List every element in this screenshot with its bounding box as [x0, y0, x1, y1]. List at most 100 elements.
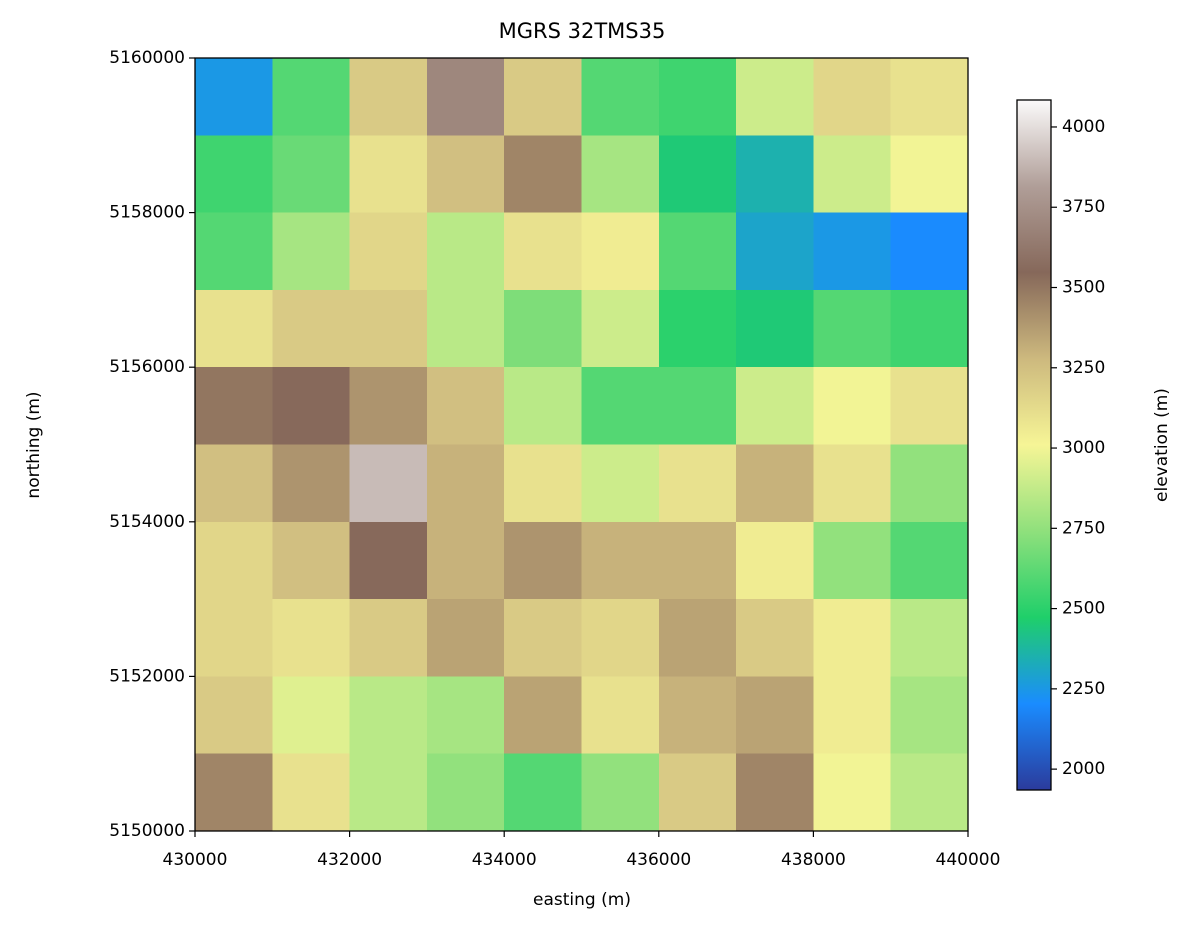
raster-cell — [813, 753, 892, 832]
raster-cell — [195, 135, 273, 214]
raster-cell — [813, 212, 892, 291]
y-axis-label: northing (m) — [24, 391, 44, 498]
colorbar-tick-label: 3750 — [1062, 197, 1105, 217]
colorbar-tick-label: 2750 — [1062, 518, 1105, 538]
x-tick-label: 432000 — [317, 850, 382, 870]
colorbar — [1016, 99, 1052, 791]
raster-cell — [195, 521, 273, 600]
raster-cell — [426, 367, 505, 446]
raster-cell — [736, 289, 814, 368]
raster-cell — [195, 289, 273, 368]
colorbar-tick-label: 3250 — [1062, 358, 1105, 378]
raster-cell — [272, 367, 351, 446]
raster-cell — [426, 289, 505, 368]
raster-cell — [426, 212, 505, 291]
raster-cell — [658, 367, 737, 446]
chart-title: MGRS 32TMS35 — [499, 19, 666, 43]
raster-cell — [426, 676, 505, 755]
raster-cell — [581, 289, 660, 368]
raster-cell — [581, 135, 660, 214]
raster-cell — [658, 521, 737, 600]
raster-cell — [736, 753, 814, 832]
raster-cell — [426, 599, 505, 677]
raster-cell — [195, 212, 273, 291]
colorbar-label: elevation (m) — [1152, 388, 1172, 502]
colorbar-tick-label: 2250 — [1062, 679, 1105, 699]
raster-cell — [349, 367, 428, 446]
y-tick-label: 5160000 — [109, 48, 185, 68]
x-tick-label: 434000 — [472, 850, 537, 870]
colorbar-tick-label: 3000 — [1062, 438, 1105, 458]
y-tick-label: 5158000 — [109, 203, 185, 223]
raster-cell — [504, 521, 583, 600]
raster-cell — [736, 135, 814, 214]
raster-cell — [272, 289, 351, 368]
raster-cell — [658, 289, 737, 368]
raster-cell — [349, 753, 428, 832]
raster-cell — [272, 135, 351, 214]
raster-cell — [658, 212, 737, 291]
raster-cell — [581, 367, 660, 446]
colorbar-tick-label: 2500 — [1062, 599, 1105, 619]
x-tick-label: 430000 — [163, 850, 228, 870]
raster-cell — [890, 289, 969, 368]
raster-cell — [195, 753, 273, 832]
raster-cell — [813, 135, 892, 214]
raster-cell — [272, 521, 351, 600]
raster-cell — [426, 753, 505, 832]
raster-cell — [349, 58, 428, 136]
raster-cell — [272, 444, 351, 523]
raster-cell — [195, 599, 273, 677]
raster-cell — [504, 676, 583, 755]
raster-cell — [658, 676, 737, 755]
raster-cell — [426, 444, 505, 523]
raster-cell — [813, 521, 892, 600]
raster-cell — [581, 599, 660, 677]
raster-cell — [581, 58, 660, 136]
raster-cell — [195, 676, 273, 755]
raster-cell — [813, 367, 892, 446]
raster-cell — [272, 212, 351, 291]
y-tick-label: 5150000 — [109, 821, 185, 841]
raster-cell — [349, 212, 428, 291]
y-tick-label: 5154000 — [109, 512, 185, 532]
colorbar-tick-label: 2000 — [1062, 759, 1105, 779]
raster-cell — [504, 58, 583, 136]
raster-cell — [890, 676, 969, 755]
raster-cell — [504, 135, 583, 214]
raster-cell — [195, 367, 273, 446]
raster-cell — [504, 599, 583, 677]
raster-cell — [504, 212, 583, 291]
raster-cell — [890, 135, 969, 214]
raster-cell — [658, 58, 737, 136]
raster-cell — [658, 444, 737, 523]
x-tick-label: 436000 — [626, 850, 691, 870]
raster-cell — [426, 58, 505, 136]
raster-cell — [736, 58, 814, 136]
raster-cell — [504, 753, 583, 832]
y-tick-label: 5152000 — [109, 666, 185, 686]
raster-cell — [736, 367, 814, 446]
raster-cell — [890, 521, 969, 600]
raster-cell — [813, 444, 892, 523]
raster-cell — [349, 599, 428, 677]
raster-cell — [195, 444, 273, 523]
raster-cell — [736, 521, 814, 600]
raster-cell — [349, 289, 428, 368]
raster-cell — [813, 289, 892, 368]
raster-cell — [272, 676, 351, 755]
raster-cell — [581, 753, 660, 832]
raster-cell — [426, 135, 505, 214]
raster-cell — [890, 444, 969, 523]
raster-cell — [581, 521, 660, 600]
raster-cell — [504, 367, 583, 446]
raster-cell — [736, 676, 814, 755]
raster-cell — [195, 58, 273, 136]
colorbar-tick-label: 3500 — [1062, 278, 1105, 298]
raster-cell — [349, 444, 428, 523]
raster-cell — [890, 367, 969, 446]
x-axis-label: easting (m) — [533, 890, 631, 910]
raster-cell — [736, 444, 814, 523]
raster-cell — [504, 289, 583, 368]
plot-frame — [194, 57, 969, 832]
